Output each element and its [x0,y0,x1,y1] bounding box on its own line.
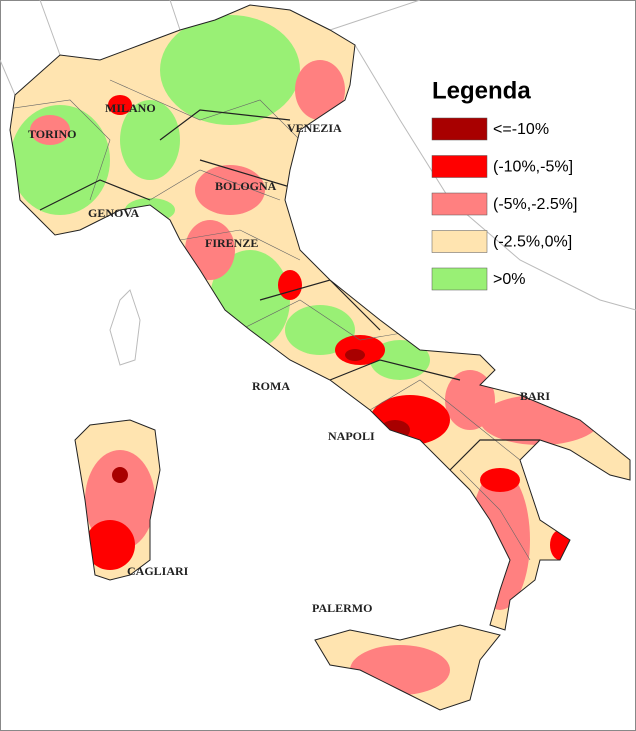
legend-label: (-2.5%,0%] [493,234,572,251]
legend-swatch [431,155,488,178]
legend-swatch [431,267,488,291]
city-label: CAGLIARI [127,564,189,578]
legend-swatch [431,117,488,141]
city-label: PALERMO [312,601,372,615]
city-label: TORINO [28,127,76,141]
city-label: ROMA [252,379,290,393]
legend-swatch [431,230,488,253]
legend-label: <=-10% [493,121,549,138]
legend-title: Legenda [432,77,531,104]
city-label: VENEZIA [287,121,342,135]
city-labels: MILANO TORINO VENEZIA BOLOGNA GENOVA FIR… [28,101,550,615]
neighbour-borders [0,0,636,366]
legend: Legenda <=-10% (-10%,-5%] (-5%,-2.5%] (-2.5… [431,77,577,291]
legend-label: >0% [493,271,525,288]
coastline [9,4,631,711]
legend-label: (-10%,-5%] [493,159,573,176]
city-label: NAPOLI [328,429,375,443]
city-label: MILANO [105,101,156,115]
city-label: BARI [520,389,550,403]
legend-swatch [431,192,488,216]
city-label: FIRENZE [205,236,258,250]
city-label: BOLOGNA [215,179,277,193]
legend-label: (-5%,-2.5%] [493,196,577,213]
city-label: GENOVA [88,206,139,220]
